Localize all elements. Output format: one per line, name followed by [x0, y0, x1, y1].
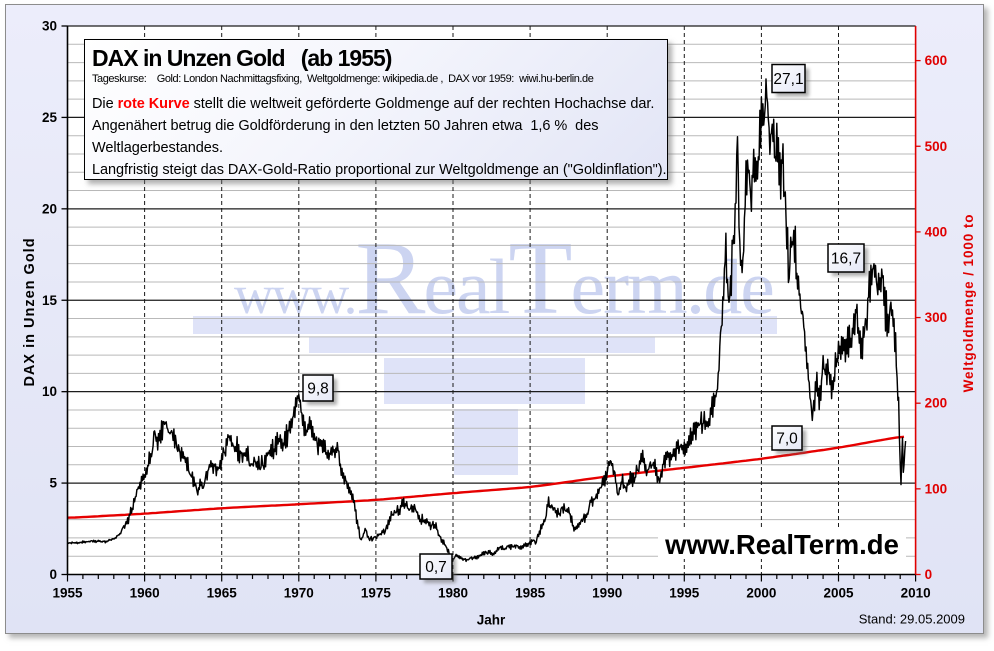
svg-text:0,7: 0,7: [425, 559, 447, 576]
svg-text:25: 25: [42, 110, 58, 125]
svg-text:Stand: 29.05.2009: Stand: 29.05.2009: [859, 612, 965, 627]
svg-text:30: 30: [42, 19, 57, 34]
svg-text:0: 0: [49, 567, 57, 582]
svg-text:www.RealTerm.de: www.RealTerm.de: [664, 529, 899, 560]
svg-text:20: 20: [42, 201, 57, 216]
svg-text:0: 0: [925, 567, 933, 582]
svg-text:600: 600: [925, 53, 948, 68]
svg-text:Jahr: Jahr: [477, 613, 506, 628]
svg-text:27,1: 27,1: [773, 71, 803, 88]
svg-text:16,7: 16,7: [831, 251, 861, 268]
svg-text:10: 10: [42, 384, 57, 399]
svg-text:1955: 1955: [52, 586, 83, 601]
svg-text:5: 5: [49, 476, 57, 491]
svg-text:100: 100: [925, 481, 948, 496]
svg-text:9,8: 9,8: [307, 381, 329, 398]
svg-text:400: 400: [925, 224, 948, 239]
svg-text:15: 15: [42, 293, 58, 308]
svg-text:2000: 2000: [746, 586, 776, 601]
svg-text:DAX in Unzen Gold: DAX in Unzen Gold: [22, 237, 38, 386]
svg-text:1990: 1990: [592, 586, 622, 601]
svg-text:500: 500: [925, 139, 948, 154]
svg-text:1960: 1960: [130, 586, 160, 601]
svg-text:1965: 1965: [207, 586, 238, 601]
svg-text:Weltgoldmenge / 1000 to: Weltgoldmenge / 1000 to: [961, 214, 976, 393]
svg-text:2005: 2005: [823, 586, 854, 601]
svg-text:7,0: 7,0: [776, 431, 798, 448]
svg-text:1980: 1980: [438, 586, 468, 601]
svg-text:1970: 1970: [284, 586, 314, 601]
svg-text:1975: 1975: [361, 586, 392, 601]
svg-text:2010: 2010: [901, 586, 931, 601]
svg-text:1985: 1985: [515, 586, 546, 601]
svg-text:200: 200: [925, 396, 948, 411]
svg-text:1995: 1995: [669, 586, 700, 601]
svg-text:300: 300: [925, 310, 948, 325]
